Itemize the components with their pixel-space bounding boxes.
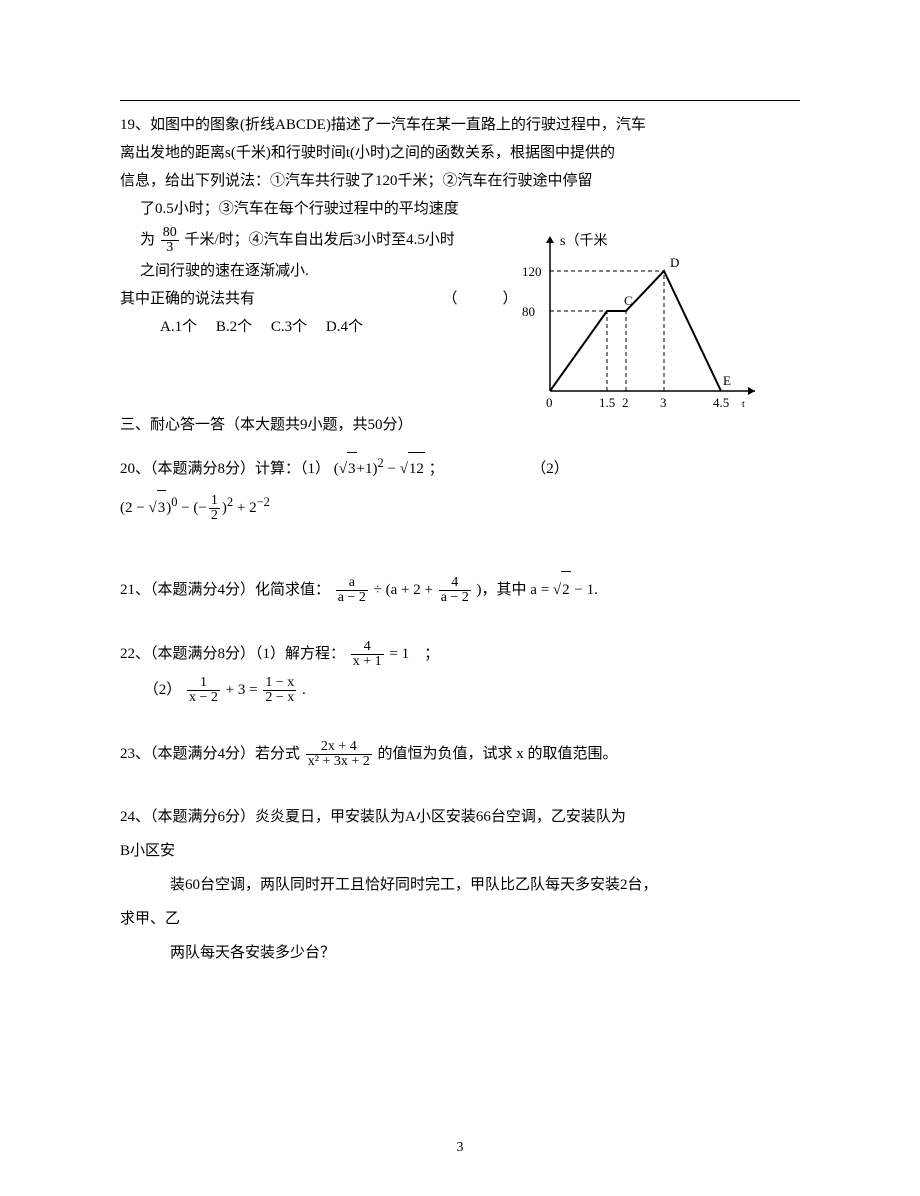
q20-prefix: 20、（本题满分8分）计算：（1）: [120, 461, 330, 477]
question-20: 20、（本题满分8分）计算：（1） (√3+1)2 − √12 ； （2） (2…: [120, 447, 800, 525]
q19-line3: 信息，给出下列说法：①汽车共行驶了120千米；②汽车在行驶途中停留: [120, 167, 800, 195]
q21-tail: − 1.: [571, 582, 598, 598]
q19-line5a: 为: [140, 232, 155, 248]
svg-text:s（千米: s（千米: [560, 233, 607, 249]
q21-frac1: a a − 2: [336, 576, 368, 605]
q22-frac1: 4 x + 1: [351, 640, 384, 669]
q19-paren: （ ）: [443, 291, 518, 307]
q24-line3: 装60台空调，两队同时开工且恰好同时完工，甲队比乙队每天多安装2台，: [170, 868, 800, 902]
q22-frac4: 1 − x 2 − x: [263, 676, 296, 705]
q19-line2: 离出发地的距离s(千米)和行驶时间t(小时)之间的函数关系，根据图中提供的: [120, 139, 800, 167]
svg-text:D: D: [670, 255, 679, 270]
q19-optD: D.4个: [326, 319, 363, 335]
svg-text:3: 3: [660, 395, 667, 410]
line-chart-svg: s（千米 120 80 0 1.5 2 3 4.5 C D Et: [510, 231, 760, 431]
q22-label2: （2）: [144, 682, 182, 698]
q23-tail: 的值恒为负值，试求 x 的取值范围。: [378, 746, 618, 762]
q22-frac3: 1 x − 2: [187, 676, 220, 705]
q24-line4: 求甲、乙: [120, 902, 800, 936]
svg-text:C: C: [624, 293, 633, 308]
q22-plus3: + 3 =: [226, 682, 262, 698]
svg-text:E: E: [723, 373, 731, 388]
q22-eq: = 1 ；: [389, 646, 439, 662]
q19-prompt: 其中正确的说法共有: [120, 291, 255, 307]
q21-frac2: 4 a − 2: [439, 576, 471, 605]
q19-frac-num: 80: [161, 226, 179, 241]
q19-text: 19、如图中的图象(折线ABCDE)描述了一汽车在某一直路上的行驶过程中，汽车: [120, 111, 800, 139]
q23-frac: 2x + 4 x² + 3x + 2: [306, 740, 372, 769]
q20-expr1-end: ；: [429, 461, 444, 477]
question-23: 23、（本题满分4分）若分式 2x + 4 x² + 3x + 2 的值恒为负值…: [120, 736, 800, 772]
q22-prefix: 22、（本题满分8分）（1）解方程：: [120, 646, 345, 662]
svg-text:120: 120: [522, 264, 542, 279]
q19-line4: 了0.5小时；③汽车在每个行驶过程中的平均速度: [140, 195, 800, 223]
q19-optA: A.1个: [160, 319, 197, 335]
svg-text:2: 2: [622, 395, 629, 410]
question-19: 19、如图中的图象(折线ABCDE)描述了一汽车在某一直路上的行驶过程中，汽车 …: [120, 111, 800, 341]
q19-optC: C.3个: [271, 319, 307, 335]
q20-expr2: (2 − √3)0 − (−12)2 + 2−2: [120, 500, 270, 516]
q19-frac-den: 3: [161, 241, 179, 255]
svg-text:0: 0: [546, 395, 553, 410]
q24-line5: 两队每天各安装多少台？: [170, 936, 800, 970]
q19-line5b: 千米/时；④汽车自出发后3小时至4.5小时: [185, 232, 455, 248]
svg-text:80: 80: [522, 304, 535, 319]
question-22: 22、（本题满分8分）（1）解方程： 4 x + 1 = 1 ； （2） 1 x…: [120, 636, 800, 708]
q21-mid: ÷ (a + 2 +: [374, 582, 437, 598]
q19-fraction: 80 3: [161, 226, 179, 255]
q19-chart: s（千米 120 80 0 1.5 2 3 4.5 C D Et: [510, 231, 760, 431]
q23-prefix: 23、（本题满分4分）若分式: [120, 746, 300, 762]
svg-text:t: t: [742, 399, 745, 410]
q20-label2: （2）: [531, 461, 569, 477]
q20-expr1: (√3+1)2 − √12: [334, 461, 429, 477]
svg-text:1.5: 1.5: [599, 395, 615, 410]
q19-number: 19、: [120, 117, 150, 133]
q21-prefix: 21、（本题满分4分）化简求值：: [120, 582, 330, 598]
svg-text:4.5: 4.5: [713, 395, 729, 410]
page-number: 3: [0, 1140, 920, 1156]
question-21: 21、（本题满分4分）化简求值： a a − 2 ÷ (a + 2 + 4 a …: [120, 571, 800, 608]
q24-line1: 24、（本题满分6分）炎炎夏日，甲安装队为A小区安装66台空调，乙安装队为: [120, 800, 800, 834]
q19-optB: B.2个: [216, 319, 252, 335]
q21-after: )，其中 a =: [477, 582, 553, 598]
q19-line1: 如图中的图象(折线ABCDE)描述了一汽车在某一直路上的行驶过程中，汽车: [150, 117, 646, 133]
question-24: 24、（本题满分6分）炎炎夏日，甲安装队为A小区安装66台空调，乙安装队为 B小…: [120, 800, 800, 970]
q22-period: .: [302, 682, 306, 698]
q24-line2: B小区安: [120, 834, 800, 868]
